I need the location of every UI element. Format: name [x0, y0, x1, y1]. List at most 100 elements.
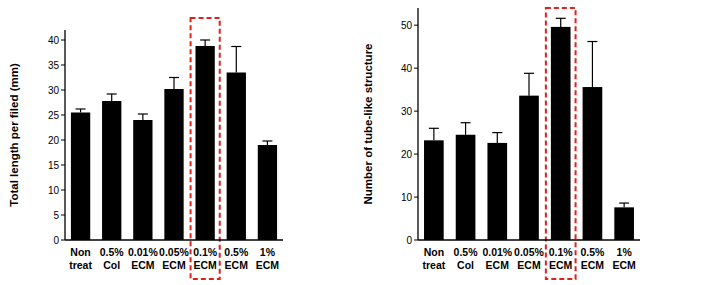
bar [614, 207, 634, 240]
error-cap [107, 93, 117, 94]
error-cap [556, 18, 566, 19]
bar [227, 73, 246, 241]
error-cap [231, 46, 241, 47]
y-axis-label: Number of tube-like structure [362, 43, 374, 204]
error-cap [138, 113, 148, 114]
y-tick [61, 165, 65, 166]
y-tick [414, 154, 418, 155]
error-stem [236, 47, 237, 73]
y-tick-label: 20 [48, 135, 60, 146]
x-tick-label: 0.5%ECM [224, 246, 249, 271]
y-tick-label: 30 [48, 85, 60, 96]
y-tick-label: 5 [53, 210, 59, 221]
x-tick-label: 0.05%ECM [514, 246, 544, 271]
bar [195, 46, 214, 240]
x-tick-label: Nontreat [69, 246, 92, 271]
error-stem [205, 40, 206, 46]
label-line: ECM [256, 259, 280, 271]
bar [519, 96, 539, 240]
y-tick [61, 240, 65, 241]
label-line: Col [103, 259, 120, 271]
label-line: ECM [612, 259, 636, 271]
label-line: Col [457, 259, 474, 271]
bar [71, 113, 90, 241]
label-line: ECM [517, 259, 541, 271]
error-bar [556, 18, 566, 27]
label-line: ECM [131, 259, 155, 271]
x-tick-label: 1%ECM [256, 246, 280, 271]
error-bar [262, 141, 272, 145]
y-tick-label: 30 [401, 106, 413, 117]
x-axis [65, 239, 283, 240]
label-line: 0.01% [128, 246, 158, 258]
figure: 0510152025303540Nontreat0.5%Col0.01%ECM0… [0, 0, 701, 285]
label-line: 0.05% [514, 246, 544, 258]
error-stem [173, 78, 174, 90]
bar [487, 143, 507, 240]
chart: 01020304050Nontreat0.5%Col0.01%ECM0.05%E… [362, 8, 640, 279]
x-tick-label: 0.5%Col [100, 246, 125, 271]
y-tick-label: 20 [401, 149, 413, 160]
x-tick-label: Nontreat [422, 246, 445, 271]
error-bar [619, 203, 629, 207]
error-bar [231, 47, 241, 73]
error-bar [429, 128, 439, 140]
label-line: ECM [581, 259, 605, 271]
x-tick-label: 0.5%Col [454, 246, 479, 271]
error-bar [524, 73, 534, 95]
y-tick [414, 111, 418, 112]
x-tick-label: 0.05%ECM [159, 246, 189, 271]
y-axis-label: Total length per filed (mm) [8, 63, 20, 207]
bars [424, 18, 634, 240]
bar [583, 87, 603, 240]
y-tick-label: 40 [401, 63, 413, 74]
error-stem [592, 42, 593, 88]
error-stem [560, 18, 561, 27]
label-line: 0.5% [224, 246, 249, 258]
y-tick-label: 0 [53, 235, 59, 246]
label-line: Non [70, 246, 90, 258]
y-tick [61, 190, 65, 191]
error-stem [267, 141, 268, 145]
y-axis [417, 8, 418, 240]
label-line: 1% [617, 246, 633, 258]
bar [102, 101, 121, 240]
label-line: 0.5% [100, 246, 125, 258]
y-tick [414, 197, 418, 198]
label-line: ECM [549, 259, 573, 271]
y-tick [61, 65, 65, 66]
error-bar [107, 94, 117, 101]
error-stem [111, 94, 112, 101]
error-bar [138, 114, 148, 120]
error-cap [429, 128, 439, 129]
error-cap [262, 140, 272, 141]
label-line: ECM [162, 259, 186, 271]
y-tick [61, 115, 65, 116]
label-line: treat [69, 259, 92, 271]
y-tick [61, 90, 65, 91]
x-tick-label: 0.1%ECM [549, 246, 574, 271]
bar [424, 140, 444, 240]
label-line: treat [422, 259, 445, 271]
error-stem [497, 133, 498, 143]
x-tick-label: 0.1%ECM [193, 246, 218, 271]
y-tick [61, 140, 65, 141]
error-stem [433, 128, 434, 140]
x-tick-label: 1%ECM [612, 246, 636, 271]
y-tick [414, 68, 418, 69]
error-stem [624, 203, 625, 207]
label-line: ECM [486, 259, 510, 271]
bar [164, 89, 183, 240]
label-line: 0.1% [549, 246, 574, 258]
label-line: 0.05% [159, 246, 189, 258]
error-cap [76, 108, 86, 109]
bar [133, 120, 152, 240]
x-tick-label: 0.01%ECM [128, 246, 158, 271]
bar [456, 135, 476, 240]
y-tick-label: 10 [401, 192, 413, 203]
error-cap [587, 41, 597, 42]
error-bar [587, 42, 597, 88]
y-tick-label: 40 [48, 35, 60, 46]
label-line: 0.5% [580, 246, 605, 258]
chart: 0510152025303540Nontreat0.5%Col0.01%ECM0… [8, 18, 283, 279]
